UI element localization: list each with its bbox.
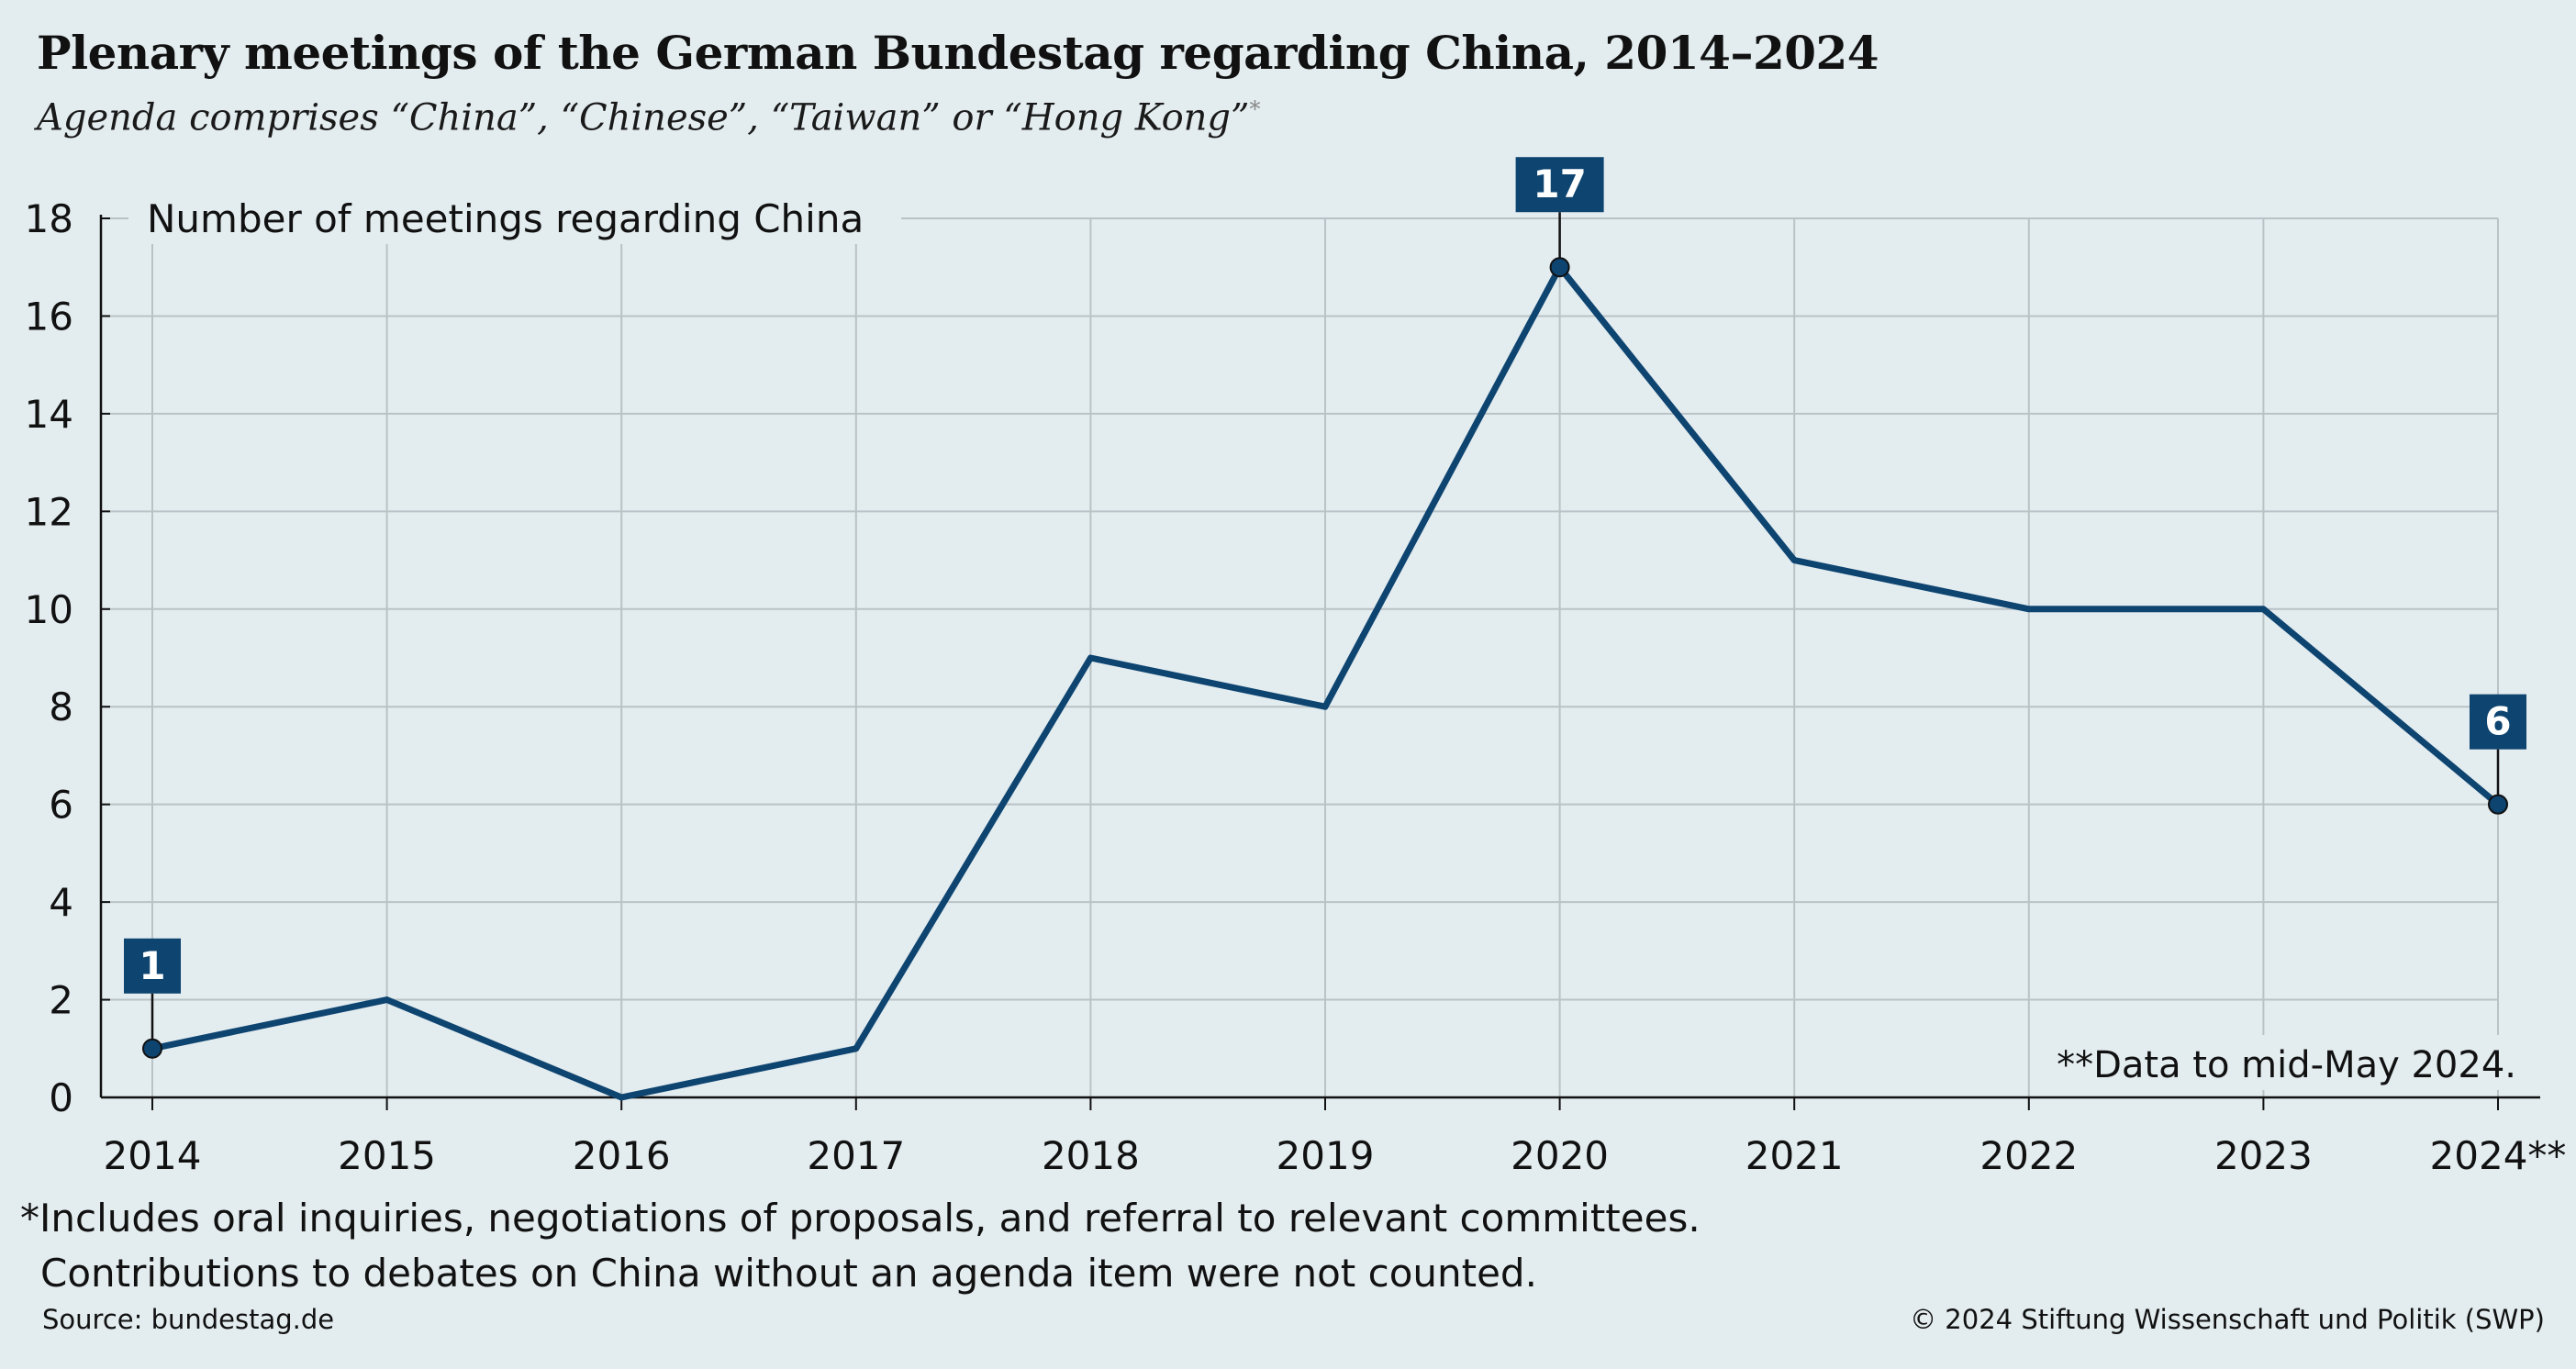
y-tick-label: 10 bbox=[25, 587, 73, 632]
y-tick-label: 6 bbox=[49, 783, 73, 828]
value-label-box bbox=[2470, 694, 2526, 750]
subtitle-footnote-mark: * bbox=[1249, 96, 1261, 122]
data-note-annotation: **Data to mid-May 2024. bbox=[2057, 1044, 2516, 1086]
x-tick-label: 2021 bbox=[1745, 1133, 1844, 1178]
value-label-box bbox=[124, 938, 181, 994]
x-tick-label: 2019 bbox=[1277, 1133, 1375, 1178]
series-line bbox=[149, 263, 2502, 1101]
x-tick-label: 2015 bbox=[338, 1133, 436, 1178]
annotation-background bbox=[2035, 1035, 2524, 1090]
value-callouts: 1 17 6 bbox=[124, 157, 2526, 1059]
y-tick-labels: 0 2 4 6 8 10 12 14 16 18 bbox=[25, 196, 73, 1120]
x-tick-label: 2016 bbox=[573, 1133, 671, 1178]
subtitle-text: Agenda comprises “China”, “Chinese”, “Ta… bbox=[37, 96, 1250, 139]
y-tick-label: 14 bbox=[25, 392, 73, 437]
grid-lines bbox=[101, 217, 2499, 1097]
data-point-marker bbox=[1549, 257, 1570, 278]
y-axis-label: Number of meetings regarding China bbox=[147, 196, 864, 241]
y-tick-label: 0 bbox=[49, 1075, 73, 1120]
data-point-marker bbox=[142, 1038, 162, 1059]
x-tick-label: 2020 bbox=[1511, 1133, 1609, 1178]
data-point-marker bbox=[2488, 794, 2508, 815]
y-tick-label: 4 bbox=[49, 880, 73, 925]
value-label: 17 bbox=[1533, 161, 1586, 206]
chart-title: Plenary meetings of the German Bundestag… bbox=[37, 26, 1879, 80]
chart-subtitle: Agenda comprises “China”, “Chinese”, “Ta… bbox=[37, 96, 1260, 139]
y-tick-label: 18 bbox=[25, 196, 73, 241]
value-label: 6 bbox=[2484, 699, 2511, 744]
x-tick-labels: 2014 2015 2016 2017 2018 2019 2020 2021 2022 2023… bbox=[104, 1133, 2567, 1178]
y-tick-label: 2 bbox=[49, 978, 73, 1023]
y-tick-label: 12 bbox=[25, 489, 73, 534]
source-note: Source: bundestag.de bbox=[42, 1304, 335, 1335]
x-tick-label: 2023 bbox=[2214, 1133, 2313, 1178]
value-label-box bbox=[1515, 157, 1604, 213]
x-tick-label: 2024** bbox=[2430, 1133, 2567, 1178]
x-tick-label: 2017 bbox=[807, 1133, 905, 1178]
axes bbox=[99, 215, 2540, 1110]
x-tick-label: 2014 bbox=[104, 1133, 202, 1178]
footnote-line-1: *Includes oral inquiries, negotiations o… bbox=[20, 1196, 1701, 1241]
value-label: 1 bbox=[139, 943, 165, 988]
copyright-note: © 2024 Stiftung Wissenschaft und Politik… bbox=[1910, 1304, 2545, 1335]
y-tick-label: 16 bbox=[25, 294, 73, 339]
x-tick-label: 2022 bbox=[1979, 1133, 2078, 1178]
footnote-line-2: Contributions to debates on China withou… bbox=[40, 1251, 1537, 1296]
y-tick-label: 8 bbox=[49, 684, 73, 729]
y-axis-label-background bbox=[128, 193, 901, 244]
x-tick-label: 2018 bbox=[1042, 1133, 1140, 1178]
footnote: *Includes oral inquiries, negotiations o… bbox=[20, 1191, 1701, 1301]
